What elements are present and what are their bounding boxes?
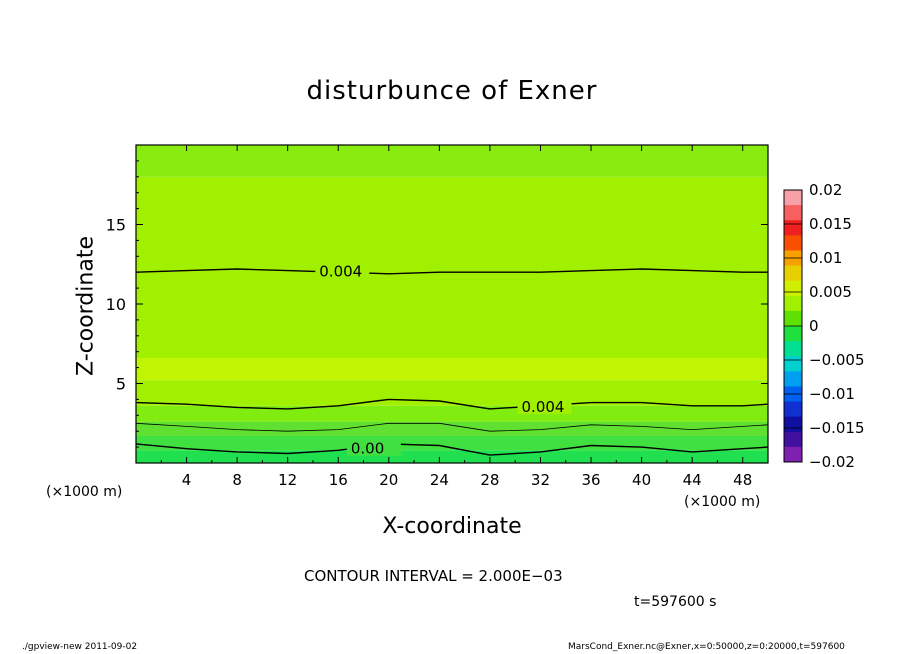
x-tick-label-6: 28 <box>480 471 499 489</box>
colorbar-segment-0 <box>784 190 802 206</box>
y-tick-label-0: 5 <box>116 375 126 394</box>
y-tick-label-2: 15 <box>106 216 126 235</box>
colorbar-segment-3 <box>784 235 802 251</box>
colorbar-segment-16 <box>784 431 802 448</box>
contour-label-bg-3 <box>346 439 401 456</box>
x-tick-label-4: 20 <box>379 471 398 489</box>
x-unit-right: (×1000 m) <box>684 494 761 510</box>
colorbar-label-4: 0 <box>809 317 819 335</box>
colorbar-label-8: −0.02 <box>809 453 855 471</box>
colorbar-label-7: −0.015 <box>809 419 865 437</box>
contour-fills <box>136 145 768 463</box>
colorbar-segment-14 <box>784 401 802 418</box>
footer-right: MarsCond_Exner.nc@Exner,x=0:50000,z=0:20… <box>568 642 845 652</box>
colorbar-segment-6 <box>784 280 802 297</box>
colorbar-segment-15 <box>784 416 802 433</box>
contour-label-0: 0.004 <box>319 263 362 281</box>
x-unit-left: (×1000 m) <box>46 484 123 500</box>
colorbar-label-0: 0.02 <box>809 181 842 199</box>
fill-band-6 <box>136 176 768 359</box>
contour-line-0 <box>136 268 768 275</box>
contour-lines <box>136 268 768 456</box>
colorbar-segment-7 <box>784 295 802 312</box>
contour-label-bg-0 <box>315 262 370 279</box>
contour-label-1: 0.004 <box>522 398 565 416</box>
colorbar-segment-2 <box>784 220 802 236</box>
fill-band-4 <box>136 380 768 406</box>
time-label: t=597600 s <box>634 594 717 610</box>
colorbar-segment-8 <box>784 310 802 327</box>
colorbar-label-6: −0.01 <box>809 385 855 403</box>
x-tick-label-7: 32 <box>531 471 550 489</box>
chart-title: disturbunce of Exner <box>306 76 598 106</box>
colorbar-segment-5 <box>784 265 802 282</box>
x-tick-label-9: 40 <box>632 471 651 489</box>
colorbar-label-5: −0.005 <box>809 351 865 369</box>
x-tick-label-5: 24 <box>430 471 449 489</box>
fill-band-3 <box>136 405 768 422</box>
contour-label-bg-1 <box>517 397 572 414</box>
colorbar: 0.02 0.015 0.01 0.005 0 −0.005 −0.01 −0.015 −0.0… <box>783 181 865 471</box>
x-tick-label-8: 36 <box>581 471 600 489</box>
colorbar-label-3: 0.005 <box>809 283 852 301</box>
colorbar-segment-1 <box>784 205 802 221</box>
x-tick-label-10: 44 <box>683 471 702 489</box>
colorbar-label-1: 0.015 <box>809 215 852 233</box>
fill-band-5 <box>136 358 768 381</box>
x-tick-label-3: 16 <box>329 471 348 489</box>
x-axis-label: X-coordinate <box>0 514 904 539</box>
contour-line-3 <box>136 443 768 456</box>
x-tick-label-2: 12 <box>278 471 297 489</box>
colorbar-segment-17 <box>784 446 802 463</box>
contour-labels: 0.004 0.004 0.00 <box>315 262 572 458</box>
fill-band-7 <box>136 145 768 177</box>
colorbar-segment-9 <box>784 326 802 342</box>
x-axis-label-text: X-coordinate <box>382 514 522 539</box>
x-tick-label-1: 8 <box>232 471 242 489</box>
footer-left: ./gpview-new 2011-09-02 <box>22 642 138 652</box>
colorbar-segment-11 <box>784 356 802 372</box>
colorbar-label-2: 0.01 <box>809 249 842 267</box>
x-tick-label-11: 48 <box>733 471 752 489</box>
x-tick-label-0: 4 <box>182 471 192 489</box>
colorbar-segment-10 <box>784 341 802 357</box>
x-axis: 4 8 12 16 20 24 28 32 36 40 44 48 <box>160 145 752 489</box>
y-tick-label-1: 10 <box>106 295 126 314</box>
colorbar-segment-12 <box>784 371 802 387</box>
y-axis-label: Z-coordinate <box>73 236 99 376</box>
contour-line-1 <box>136 398 768 410</box>
contour-interval-label: CONTOUR INTERVAL = 2.000E−03 <box>304 567 563 585</box>
contour-label-3: 0.00 <box>351 440 384 458</box>
contour-line-2 <box>136 422 768 432</box>
y-axis: 5 10 15 <box>106 160 768 448</box>
